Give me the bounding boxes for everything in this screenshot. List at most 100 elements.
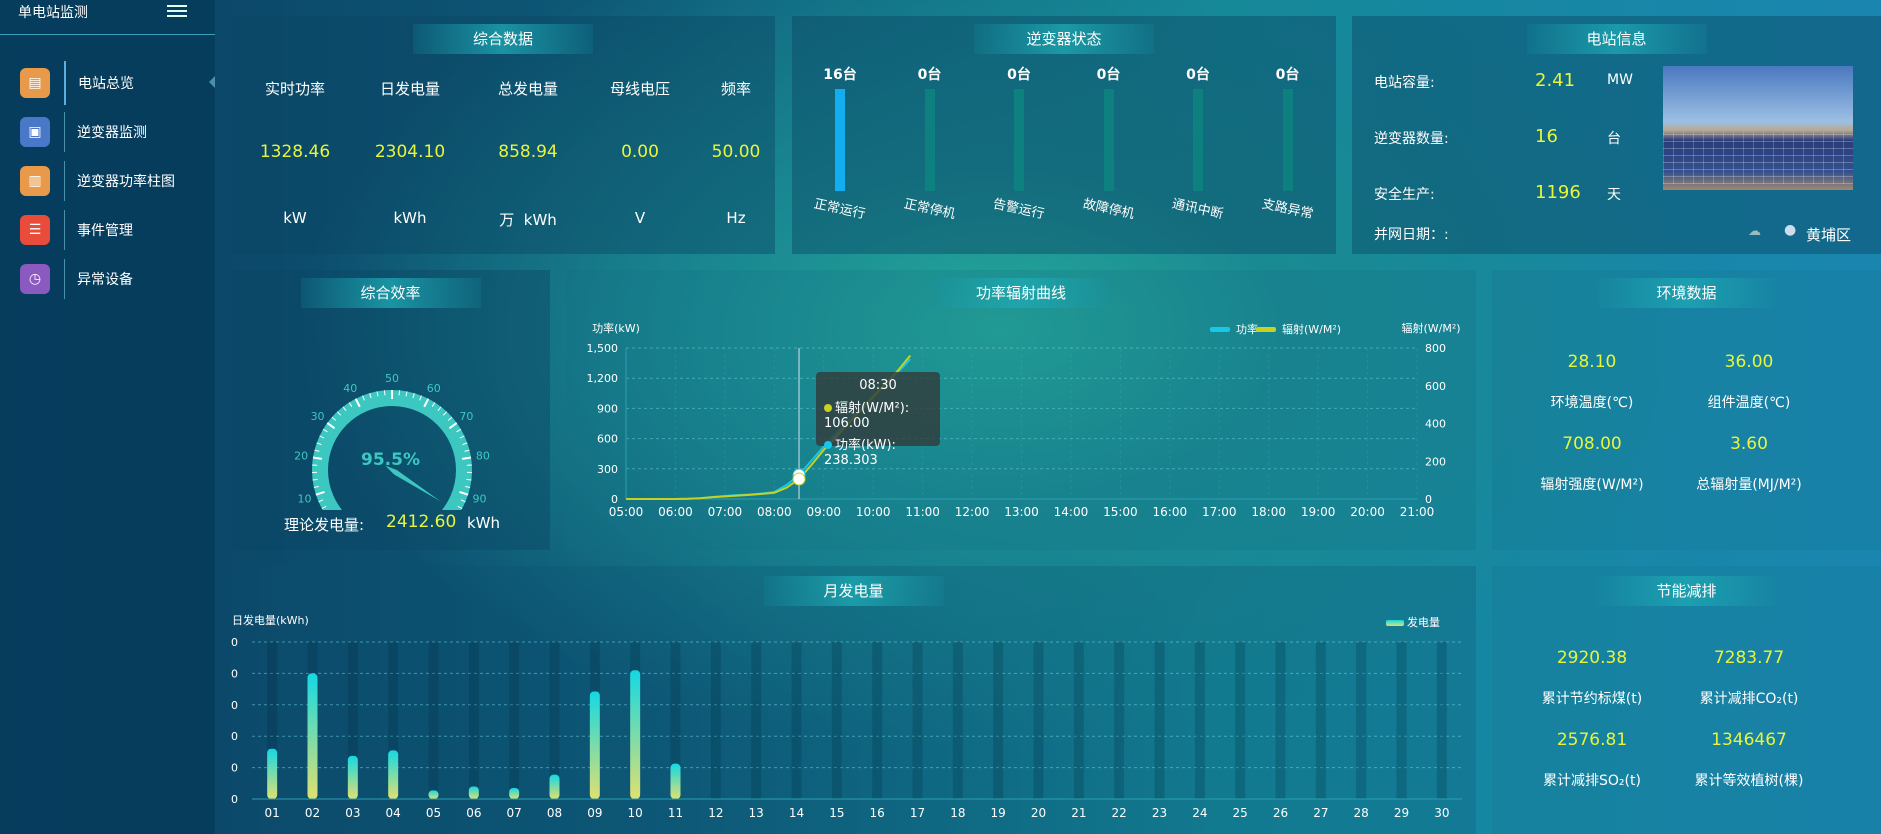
clock-list-icon: ◷ [20, 263, 50, 294]
x-tick-label: 17 [910, 806, 925, 820]
bar-background [993, 642, 1004, 799]
bar-background [1033, 642, 1044, 799]
inverter-status-bar[interactable] [1103, 89, 1114, 191]
power-dot-icon [824, 441, 832, 449]
gauge-tick [354, 398, 361, 408]
bar [428, 790, 439, 799]
metric-unit: kWh [393, 209, 427, 227]
bar [589, 691, 600, 799]
bar-background [670, 642, 681, 799]
x-tick-label: 07 [507, 806, 522, 820]
monthly-generation-chart[interactable]: 0 2,000 4,000 6,000 8,000 10,000 日发电量(kWh) 发电量 0… [231, 566, 1476, 834]
stat-label: 环境温度(℃) [1550, 395, 1634, 411]
gauge-tick [376, 391, 379, 397]
gauge-tick [314, 449, 320, 452]
x-tick-label: 01 [265, 806, 280, 820]
inverter-status-label: 故障停机 [1081, 196, 1136, 223]
gauge-tick [448, 422, 458, 430]
gauge-tick [315, 490, 325, 496]
panel-title: 环境数据 [1596, 278, 1777, 308]
x-tick-label: 05 [426, 806, 441, 820]
y-tick-label: 900 [597, 402, 618, 415]
inverter-status-bar[interactable] [835, 89, 845, 191]
x-tick-label: 22 [1112, 806, 1127, 820]
gauge-tick [456, 428, 462, 433]
stat-value: 1346467 [1711, 730, 1787, 750]
x-tick-label: 16:00 [1153, 505, 1188, 519]
gauge-tick [342, 406, 347, 412]
x-tick-label: 14 [789, 806, 804, 820]
x-tick-label: 23 [1152, 806, 1167, 820]
x-tick-label: 04 [386, 806, 401, 820]
x-tick-label: 12:00 [955, 505, 990, 519]
metric-unit: kW [283, 209, 307, 227]
stat-label: 累计节约标煤(t) [1541, 691, 1643, 707]
legend-label: 辐射(W/M²) [1282, 322, 1341, 336]
gauge-tick-label: 40 [343, 382, 357, 395]
y2-axis-label: 辐射(W/M²) [1401, 321, 1460, 335]
inverter-status-label: 正常运行 [812, 196, 867, 223]
gauge-tick [331, 416, 337, 421]
gauge-tick [466, 478, 472, 481]
stat-label: 累计等效植树(棵) [1694, 773, 1804, 789]
gauge-tick [348, 402, 353, 407]
inverter-status-bar[interactable] [1014, 89, 1024, 191]
legend-swatch [1210, 327, 1230, 332]
x-tick-label: 11:00 [905, 505, 940, 519]
sidebar-item[interactable]: ▤ 电站总览 [0, 58, 215, 107]
gauge-tick [312, 478, 318, 481]
inverter-status-bar[interactable] [924, 89, 935, 191]
x-tick-label: 06:00 [658, 505, 693, 519]
metric-label: 实时功率 [264, 80, 325, 98]
gauge-tick [431, 402, 436, 407]
bar-background [751, 642, 762, 799]
app-title: 单电站监测 [18, 5, 88, 21]
gauge-tick [326, 422, 336, 430]
sidebar-item[interactable]: ▥ 逆变器功率柱图 [0, 156, 215, 205]
bar-background [1194, 642, 1205, 799]
radiation-point [792, 472, 806, 486]
sidebar-item[interactable]: ▣ 逆变器监测 [0, 107, 215, 156]
metric-value: 858.94 [498, 142, 558, 162]
gauge-tick-label: 70 [459, 410, 473, 423]
inverter-count: 0台 [917, 67, 942, 83]
grid-date-label: 并网日期：: [1374, 227, 1449, 243]
gauge-tick [460, 499, 466, 503]
bar-background [1436, 642, 1447, 799]
stat-value: 7283.77 [1713, 648, 1785, 668]
x-tick-label: 26 [1273, 806, 1288, 820]
x-tick-label: 05:00 [609, 505, 644, 519]
gauge-tick [313, 485, 319, 488]
power-radiation-chart[interactable]: 0 300 600 900 1,200 1,500 0 200 400 600 800 05:00 06… [566, 270, 1476, 550]
x-tick-label: 12 [708, 806, 723, 820]
inverter-status-bar[interactable] [1282, 89, 1293, 191]
inverter-status-label: 支路异常 [1260, 196, 1315, 223]
theory-label: 理论发电量: [284, 516, 365, 534]
gauge-tick [318, 499, 324, 503]
tooltip-line: 辐射(W/M²): 106.00 [824, 401, 910, 431]
gauge-tick [405, 391, 408, 397]
sidebar-item[interactable]: ◷ 异常设备 [0, 254, 215, 303]
x-tick-label: 20 [1031, 806, 1046, 820]
gauge-tick [464, 449, 470, 452]
panel-title: 综合效率 [300, 278, 481, 308]
station-info-unit: 台 [1607, 131, 1621, 147]
y-tick-label: 600 [597, 433, 618, 446]
gauge-tick [312, 456, 323, 460]
x-tick-label: 27 [1313, 806, 1328, 820]
x-tick-label: 08 [547, 806, 562, 820]
y2-tick-label: 200 [1425, 455, 1446, 468]
inverter-status-label: 通讯中断 [1170, 196, 1225, 223]
bar-background [388, 642, 399, 799]
gauge-tick [369, 393, 372, 399]
menu-toggle-icon[interactable] [167, 2, 187, 18]
y2-tick-label: 0 [1425, 493, 1432, 506]
station-info-value: 2.41 [1535, 70, 1576, 91]
gauge-tick-label: 30 [311, 410, 325, 423]
inverter-status-bar[interactable] [1193, 89, 1203, 191]
bar-background [1275, 642, 1286, 799]
sidebar-item[interactable]: ☰ 事件管理 [0, 205, 215, 254]
metric-value: 50.00 [711, 142, 761, 162]
divider [64, 258, 65, 299]
monthly-generation-panel: 月发电量 0 2,000 4,000 6,000 8,000 10,000 日发电量(kWh… [231, 566, 1476, 834]
